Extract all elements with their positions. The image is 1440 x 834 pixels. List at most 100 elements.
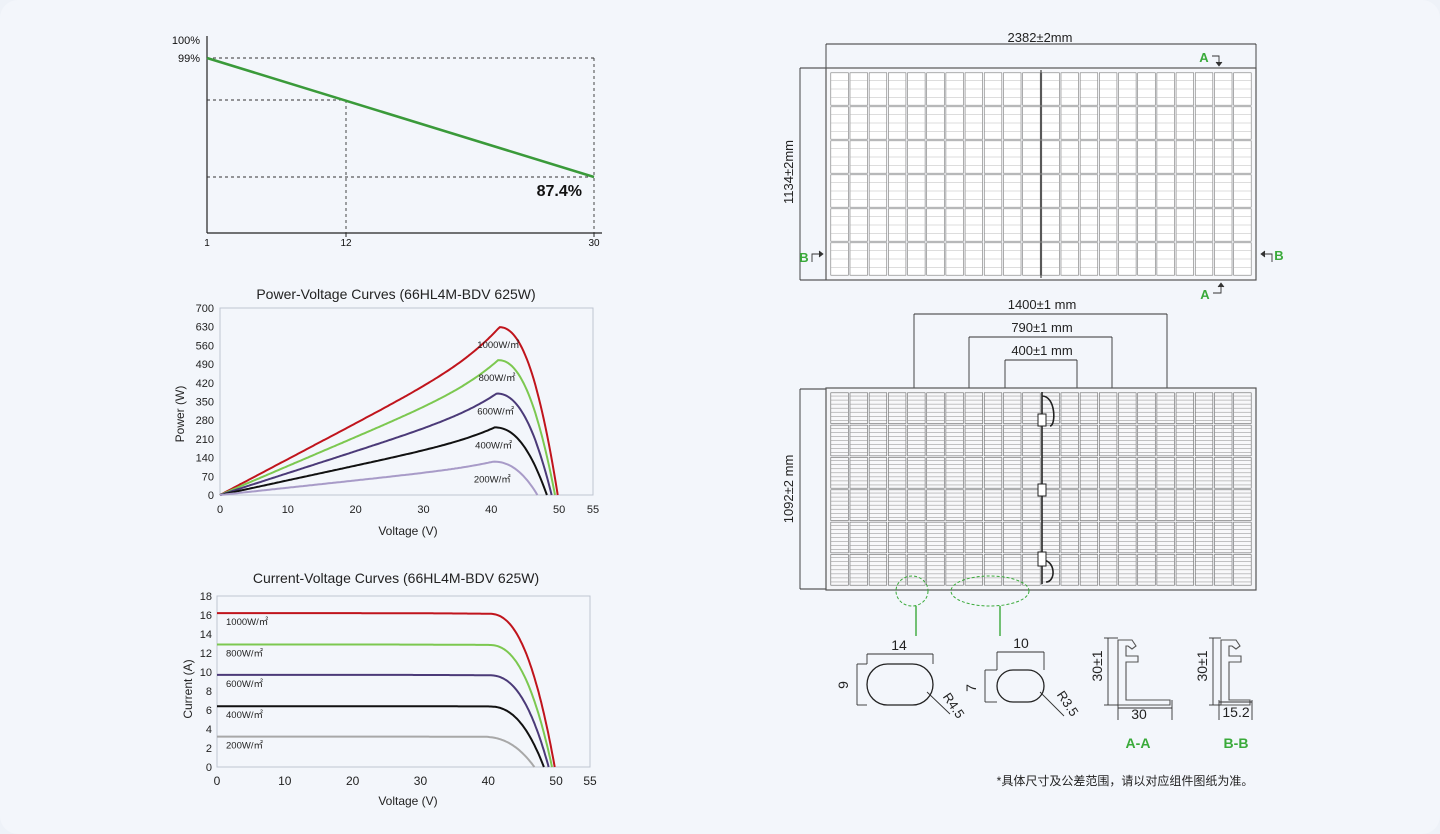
pv-series-label: 400W/㎡ <box>475 440 512 451</box>
iv-x-tick-label: 50 <box>549 774 563 788</box>
section-b-marker-left: B <box>799 250 808 265</box>
current-voltage-chart: Current-Voltage Curves (66HL4M-BDV 625W)… <box>181 570 597 808</box>
hole-detail-10x7: 10 7 R3.5 <box>963 635 1082 719</box>
hole1-height-label: 9 <box>835 681 851 689</box>
pv-x-tick-label: 10 <box>282 504 294 516</box>
pv-y-tick-label: 420 <box>196 378 214 390</box>
dim-790-label: 790±1 mm <box>1011 320 1072 335</box>
iv-y-tick-label: 12 <box>200 648 212 660</box>
iv-y-tick-label: 16 <box>200 610 212 622</box>
deg-y-top-label: 100% <box>172 35 200 47</box>
iv-x-tick-label: 55 <box>583 774 597 788</box>
pv-y-tick-label: 560 <box>196 340 214 352</box>
pv-y-tick-label: 700 <box>196 303 214 315</box>
dim-400-label: 400±1 mm <box>1011 343 1072 358</box>
power-voltage-chart: Power-Voltage Curves (66HL4M-BDV 625W) 0… <box>173 286 599 538</box>
pv-x-axis-label: Voltage (V) <box>378 524 437 538</box>
iv-y-tick-label: 2 <box>206 743 212 755</box>
iv-series-line <box>217 612 556 768</box>
junction-box-cable <box>1037 392 1055 584</box>
rear-view-drawing: 1400±1 mm 790±1 mm 400±1 mm 1092±2 mm <box>781 297 1257 636</box>
degradation-chart: 100% 99% 87.4% 1 12 30 <box>172 35 602 249</box>
pv-series-line <box>219 460 539 496</box>
pv-y-tick-label: 140 <box>196 453 214 465</box>
pv-y-axis-label: Power (W) <box>173 386 187 443</box>
pv-series-line <box>219 392 553 496</box>
bb-height-label: 30±1 <box>1194 650 1210 681</box>
degradation-line <box>206 56 595 179</box>
pv-chart-title: Power-Voltage Curves (66HL4M-BDV 625W) <box>256 286 535 302</box>
iv-series-label: 600W/㎡ <box>226 679 263 690</box>
pv-y-tick-label: 210 <box>196 434 214 446</box>
pv-x-tick-label: 55 <box>587 504 599 516</box>
deg-y-start-label: 99% <box>178 53 200 65</box>
dim-1400-label: 1400±1 mm <box>1008 297 1077 312</box>
iv-y-tick-label: 14 <box>200 629 212 641</box>
section-b-arrowhead <box>818 250 824 258</box>
detail-circle-14 <box>895 575 929 607</box>
iv-series-label: 800W/㎡ <box>226 648 263 659</box>
iv-y-tick-label: 18 <box>200 591 212 603</box>
pv-y-tick-label: 350 <box>196 397 214 409</box>
pv-y-tick-label: 490 <box>196 359 214 371</box>
aa-section-title: A-A <box>1126 735 1151 751</box>
pv-series-line <box>219 426 548 496</box>
bb-section-title: B-B <box>1224 735 1249 751</box>
iv-series-label: 200W/㎡ <box>226 741 263 752</box>
deg-x-tick-label: 1 <box>204 238 210 249</box>
iv-y-tick-label: 4 <box>206 724 212 736</box>
pv-plot-frame <box>219 307 594 496</box>
iv-y-tick-label: 0 <box>206 762 212 774</box>
frame-section-bb: 30±1 15.2 B-B <box>1194 637 1253 751</box>
hole1-radius-label: R4.5 <box>940 690 968 721</box>
iv-x-tick-label: 30 <box>414 774 428 788</box>
section-a-arrowhead <box>1217 282 1225 288</box>
section-a-marker-top: A <box>1199 50 1209 65</box>
hole2-radius-label: R3.5 <box>1054 688 1082 719</box>
front-view-drawing: 2382±2mm 1134±2mm A A B B <box>781 30 1284 302</box>
hole2-width-label: 10 <box>1013 635 1029 651</box>
iv-y-tick-label: 8 <box>206 686 212 698</box>
pv-series-label: 200W/㎡ <box>474 475 511 486</box>
iv-x-tick-label: 40 <box>482 774 496 788</box>
frame-section-aa: 30±1 30 A-A <box>1089 637 1173 751</box>
detail-circle-10 <box>950 575 1030 607</box>
deg-end-value-label: 87.4% <box>537 183 582 200</box>
hole1-width-label: 14 <box>891 637 907 653</box>
hole2-height-label: 7 <box>963 684 979 692</box>
front-height-label: 1134±2mm <box>781 140 796 204</box>
footnote: *具体尺寸及公差范围，请以对应组件图纸为准。 <box>997 773 1254 788</box>
pv-y-tick-label: 630 <box>196 322 214 334</box>
iv-series-line <box>217 643 553 768</box>
iv-x-tick-label: 0 <box>214 774 221 788</box>
pv-series-line <box>219 359 556 496</box>
iv-series-line <box>217 705 545 768</box>
iv-chart-title: Current-Voltage Curves (66HL4M-BDV 625W) <box>253 570 539 586</box>
profile-bb <box>1220 639 1251 706</box>
pv-x-tick-label: 50 <box>553 504 565 516</box>
section-b-arrow-left <box>811 253 822 262</box>
iv-x-tick-label: 20 <box>346 774 360 788</box>
iv-y-axis-label: Current (A) <box>181 659 195 718</box>
iv-x-axis-label: Voltage (V) <box>378 794 437 808</box>
iv-series-line <box>217 735 536 768</box>
pv-x-tick-label: 0 <box>217 504 223 516</box>
pv-series-label: 600W/㎡ <box>477 406 514 417</box>
front-panel-cells <box>830 70 1252 278</box>
section-b-arrowhead <box>1260 250 1266 258</box>
iv-series-label: 1000W/㎡ <box>226 617 269 628</box>
pv-series-line <box>219 326 559 496</box>
bb-width-label: 15.2 <box>1222 704 1249 720</box>
section-b-arrow-right <box>1262 253 1273 262</box>
pv-x-tick-label: 40 <box>485 504 497 516</box>
pv-series-label: 1000W/㎡ <box>477 340 520 351</box>
pv-y-tick-label: 280 <box>196 415 214 427</box>
aa-width-label: 30 <box>1131 706 1147 722</box>
pv-x-tick-label: 20 <box>350 504 362 516</box>
deg-x-tick-label: 12 <box>340 238 352 249</box>
iv-x-tick-label: 10 <box>278 774 292 788</box>
profile-aa <box>1117 639 1171 706</box>
aa-height-label: 30±1 <box>1089 650 1105 681</box>
pv-x-tick-label: 30 <box>417 504 429 516</box>
